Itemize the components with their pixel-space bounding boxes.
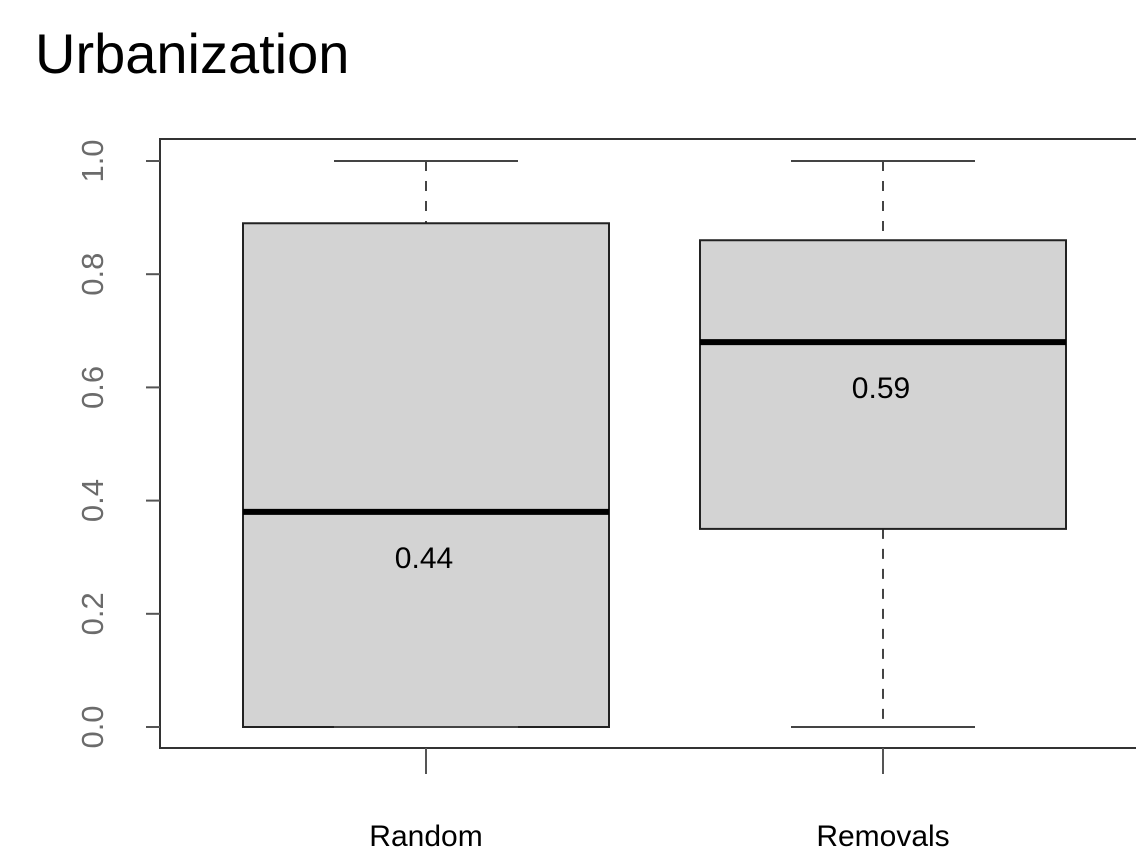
y-tick-label: 0.2 bbox=[75, 592, 110, 635]
chart-title: Urbanization bbox=[35, 22, 350, 85]
x-category-label: Removals bbox=[816, 820, 949, 853]
y-tick-label: 0.0 bbox=[75, 705, 110, 748]
box-iqr bbox=[699, 239, 1067, 530]
x-category-label: Random bbox=[369, 820, 482, 853]
box-annotation: 0.59 bbox=[852, 372, 910, 405]
y-tick-label: 0.6 bbox=[75, 366, 110, 409]
plot-frame bbox=[159, 138, 1136, 749]
box-annotation: 0.44 bbox=[395, 542, 453, 575]
y-tick-label: 0.8 bbox=[75, 253, 110, 296]
box-removals: 0.59 bbox=[699, 160, 1067, 728]
box-random: 0.44 bbox=[242, 160, 610, 728]
y-tick-label: 1.0 bbox=[75, 139, 110, 182]
box-iqr bbox=[242, 222, 610, 728]
y-tick-label: 0.4 bbox=[75, 479, 110, 522]
